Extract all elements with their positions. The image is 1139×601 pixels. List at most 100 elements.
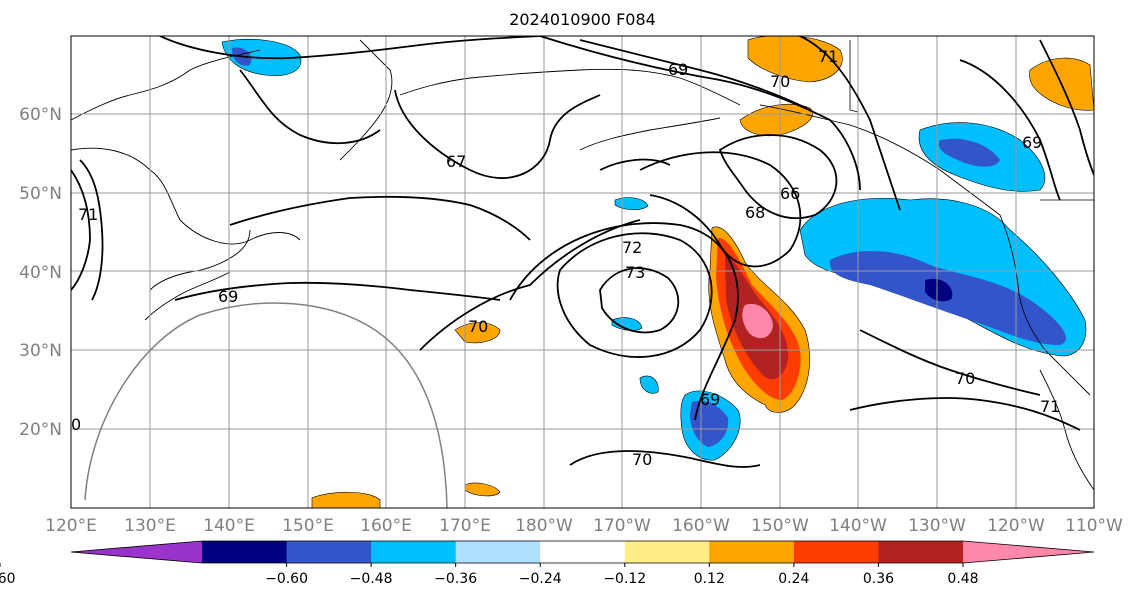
reference-circle <box>84 302 448 508</box>
lon-label: 110°W <box>1065 516 1123 536</box>
lon-label: 130°W <box>908 516 966 536</box>
lon-label: 140°W <box>829 516 887 536</box>
lon-label: 120°E <box>45 516 97 536</box>
contour-label: 69 <box>700 390 720 409</box>
negative-anomaly-patch-central-south <box>639 375 659 394</box>
contour-71-east <box>849 397 1081 431</box>
lon-label: 160°W <box>672 516 730 536</box>
contour-69-east <box>959 59 1061 201</box>
colorbar-segment <box>878 541 964 563</box>
lat-label: 50°N <box>19 184 62 204</box>
japan-coastline <box>149 229 251 291</box>
lon-label: 140°E <box>203 516 255 536</box>
latitude-labels: 20°N 30°N 40°N 50°N 60°N <box>19 105 62 440</box>
lon-label: 120°W <box>987 516 1045 536</box>
map-title: 2024010900 F084 <box>509 10 656 29</box>
lat-label: 40°N <box>19 263 62 283</box>
contour-label: 70 <box>955 369 975 388</box>
kamchatka-coastline <box>339 39 393 161</box>
alaska-north-coastline <box>399 68 741 106</box>
contour-66 <box>718 134 838 220</box>
map-frame <box>70 35 1095 509</box>
asia-coastline <box>71 147 301 245</box>
contour-label: 66 <box>780 184 800 203</box>
lat-label: 30°N <box>19 341 62 361</box>
colorbar-segment <box>624 541 710 563</box>
political-borders <box>849 40 1094 201</box>
colorbar-tick-label: 0.60 <box>0 571 16 587</box>
contour-label: 70 <box>468 317 488 336</box>
lat-label: 60°N <box>19 105 62 125</box>
contour-71-north <box>799 36 901 211</box>
colorbar-extend-left <box>71 541 202 563</box>
contour-70-south <box>569 450 761 468</box>
contour-69-north <box>579 39 811 111</box>
contour-70-far-west <box>71 169 91 291</box>
positive-anomaly-patch-south <box>311 491 381 508</box>
contour-label: 71 <box>1040 397 1060 416</box>
contour-label: 73 <box>625 263 645 282</box>
japan-south-coastline <box>144 271 231 321</box>
lon-label: 150°W <box>751 516 809 536</box>
contour-70-east <box>859 329 1041 396</box>
colorbar-segment <box>540 541 626 563</box>
siberia-coastline <box>71 49 261 121</box>
contour-71-northwest <box>159 36 541 60</box>
colorbar-tick-label: 0.12 <box>694 571 725 587</box>
coastlines <box>71 39 1094 491</box>
colorbar-tick-label: 0.48 <box>947 571 978 587</box>
contour-label: 0 <box>71 415 81 434</box>
colorbar-segment <box>709 541 795 563</box>
contour-label: 70 <box>632 450 652 469</box>
contour-label: 70 <box>770 72 790 91</box>
contour-label: 69 <box>668 60 688 79</box>
contour-label: 68 <box>745 203 765 222</box>
contour-72 <box>556 232 713 358</box>
west-coast-coastline <box>999 214 1091 396</box>
colorbar-tick-label: −0.36 <box>434 571 477 587</box>
contour-71-central <box>509 222 739 421</box>
colorbar-segment <box>793 541 879 563</box>
negative-anomaly-patch-north-central <box>614 197 649 210</box>
contour-label: 71 <box>78 205 98 224</box>
positive-anomaly-patch-west <box>454 322 501 344</box>
mexico-coastline <box>1039 369 1094 491</box>
contour-label: 67 <box>446 152 466 171</box>
lon-label: 180°W <box>515 516 573 536</box>
lat-label: 20°N <box>19 420 62 440</box>
colorbar-tick-label: 0.36 <box>863 571 894 587</box>
colorbar-tick-label: −0.48 <box>350 571 393 587</box>
negative-anomaly-core-subtropical <box>690 400 729 447</box>
contour-70-north <box>539 36 861 191</box>
lon-label: 130°E <box>124 516 176 536</box>
contour-71-west <box>79 159 104 301</box>
colorbar-segment <box>286 541 372 563</box>
contour-label: 69 <box>1022 133 1042 152</box>
height-contours <box>71 36 1094 468</box>
contour-label: 72 <box>622 238 642 257</box>
colorbar: −0.60 −0.48 −0.36 −0.24 −0.12 0.12 0.24 0.36 0.4… <box>0 540 1095 587</box>
colorbar-segment <box>202 541 288 563</box>
lon-label: 170°E <box>439 516 491 536</box>
colorbar-segment <box>455 541 541 563</box>
contour-70-central <box>419 219 641 351</box>
colorbar-segment <box>371 541 457 563</box>
colorbar-tick-label: −0.12 <box>603 571 646 587</box>
positive-anomaly-patch-south-central <box>464 482 501 497</box>
colorbar-tick-label: −0.60 <box>265 571 308 587</box>
contour-73 <box>599 267 680 334</box>
contour-70-west <box>229 195 531 241</box>
peak-positive-anomaly-region <box>742 303 773 339</box>
contour-closed-gulf <box>599 158 671 171</box>
lon-label: 160°E <box>360 516 412 536</box>
contour-label: 71 <box>818 47 838 66</box>
colorbar-tick-label: −0.24 <box>519 571 562 587</box>
negative-anomaly-core-northeast <box>938 138 1000 167</box>
negative-anomaly-patch-central <box>611 317 643 331</box>
contour-labels: 69 70 71 67 66 68 72 73 70 69 70 71 69 7… <box>71 47 1060 469</box>
negative-anomaly-peak-east <box>925 278 953 302</box>
contour-67 <box>394 89 601 179</box>
gridlines <box>71 36 1094 508</box>
contour-68 <box>639 151 802 268</box>
lon-label: 170°W <box>593 516 651 536</box>
